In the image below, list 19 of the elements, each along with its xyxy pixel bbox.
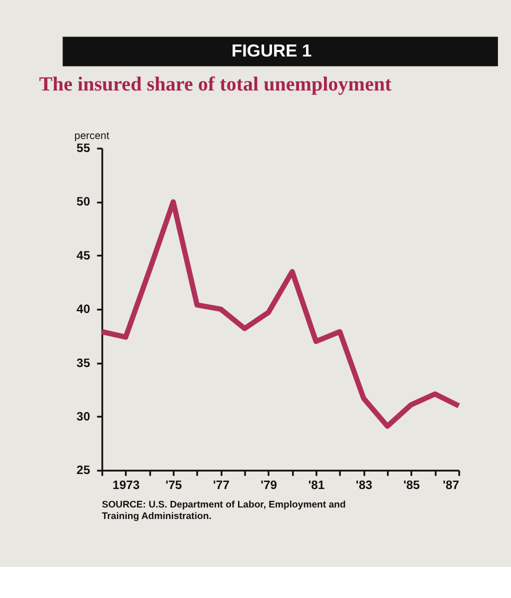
x-tick-label: '75 [165,478,182,492]
x-tick-label: '79 [260,478,278,492]
y-tick-label: 55 [76,141,90,156]
y-tick-label: 45 [76,248,90,262]
source-note: SOURCE: U.S. Department of Labor, Employment and Training Administration. [102,500,346,522]
y-tick-label: 30 [76,409,90,424]
x-tick-label: '87 [442,478,460,492]
y-tick-label: 50 [76,194,90,209]
y-tick-label: 40 [76,302,90,316]
y-tick-label: 25 [76,463,90,478]
x-tick-label: '77 [213,478,230,492]
x-tick-label: '81 [308,478,325,492]
chart-title: FIGURE 1 [231,40,312,61]
x-tick-label: 1973 [112,478,140,492]
y-tick-label: 35 [76,356,90,370]
x-tick-label: '83 [356,478,372,492]
y-axis-title: percent [74,130,110,142]
x-tick-label: '85 [403,478,420,492]
chart-subtitle: The insured share of total unemployment [39,74,392,96]
